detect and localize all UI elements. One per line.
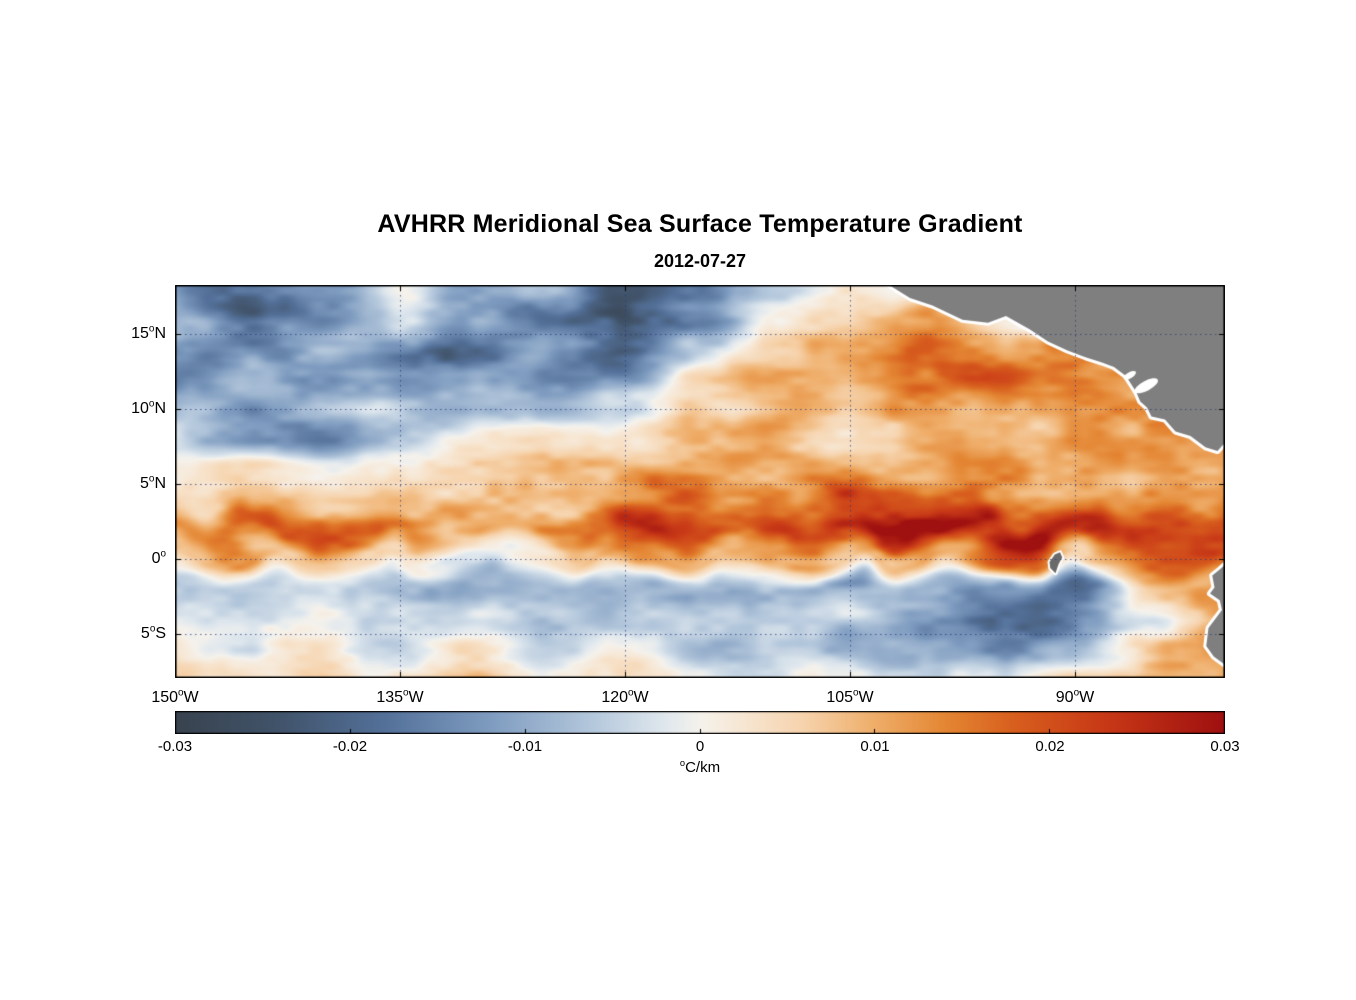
lon-tick-label: 120oW <box>601 687 649 706</box>
lon-tick-label: 90oW <box>1055 687 1095 706</box>
colorbar-tick-label: -0.02 <box>332 738 368 755</box>
lat-tick-label: 10oN <box>131 398 166 418</box>
colorbar-tick-label: 0.03 <box>1210 738 1240 755</box>
lat-tick-label: 15oN <box>131 323 166 343</box>
lon-tick-label: 135oW <box>376 687 424 706</box>
colorbar-canvas <box>175 711 1225 734</box>
lat-tick-label: 5oN <box>140 473 166 493</box>
sst-gradient-map-canvas <box>175 285 1225 678</box>
lat-tick-label: 5oS <box>140 623 166 643</box>
colorbar-tick-label: -0.01 <box>507 738 543 755</box>
lon-tick-label: 150oW <box>151 687 199 706</box>
lon-tick-label: 105oW <box>826 687 874 706</box>
lat-tick-label: 0o <box>151 548 166 568</box>
colorbar-tick-label: 0.02 <box>1035 738 1065 755</box>
colorbar-unit-label: oC/km <box>679 758 721 776</box>
map-plot-area <box>175 285 1225 678</box>
figure-date: 2012-07-27 <box>653 251 747 271</box>
figure-title: AVHRR Meridional Sea Surface Temperature… <box>377 210 1023 238</box>
colorbar-tick-label: 0.01 <box>860 738 890 755</box>
colorbar-tick-label: -0.03 <box>157 738 193 755</box>
colorbar-tick-label: 0 <box>695 738 705 755</box>
